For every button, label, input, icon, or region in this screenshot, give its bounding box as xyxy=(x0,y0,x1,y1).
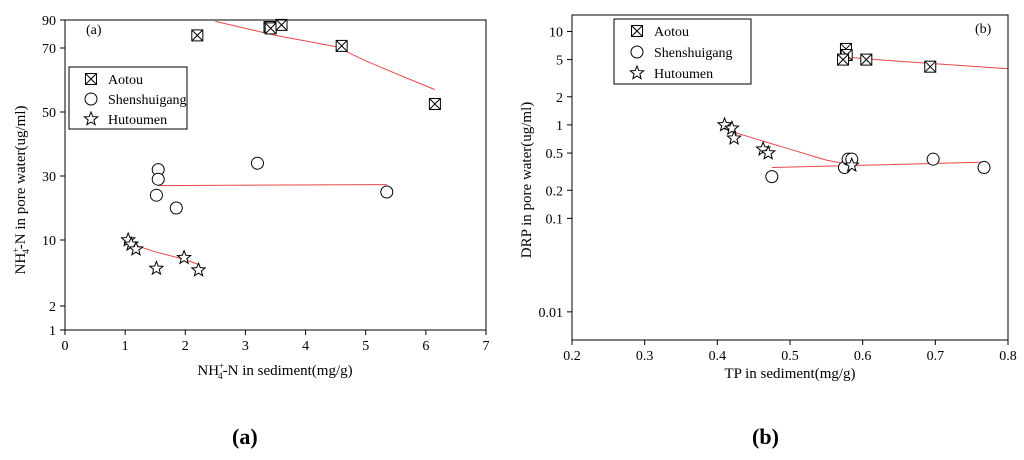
panel-a-point-shenshuigang xyxy=(250,156,264,170)
panel-b-y-tick-label: 5 xyxy=(556,54,563,69)
panel-a-x-axis-label: NH+ 4-N in sediment(mg/g) xyxy=(197,361,352,381)
panel-a-x-tick-label: 3 xyxy=(242,339,249,354)
panel-b-point-shenshuigang xyxy=(926,152,940,166)
panel-b-legend-marker-hutoumen xyxy=(629,64,645,80)
panel-a-y-tick-label: 50 xyxy=(42,106,56,121)
panel-a-x-tick-label: 2 xyxy=(182,339,189,354)
panel-a-x-tick-label: 4 xyxy=(302,339,309,354)
panel-b-x-tick-label: 0.6 xyxy=(854,349,872,364)
panel-b-caption-letter: b xyxy=(759,424,772,449)
panel-b-point-hutoumen xyxy=(760,144,777,160)
panel-b-y-axis-label: DRP in pore water(ug/ml) xyxy=(519,102,535,259)
panel-b-y-tick-label: 0.5 xyxy=(546,147,564,162)
panel-b-chart: 0.2 0.3 0.4 0.5 0.6 0.7 0.80.010.10.20.512510 … xyxy=(519,14,1017,382)
panel-b-x-tick-label: 0.4 xyxy=(709,349,727,364)
panel-b-point-aotou xyxy=(860,53,873,66)
panel-b-fit-line-hutoumen xyxy=(724,128,852,166)
panel-a-point-shenshuigang xyxy=(169,201,183,215)
panel-b-point-aotou xyxy=(924,60,937,73)
panel-a-point-shenshuigang xyxy=(151,172,165,186)
panel-a-legend-label: Hutoumen xyxy=(108,113,167,128)
panel-a-y-tick-label: 30 xyxy=(42,170,56,185)
panel-b-x-tick-label: 0.5 xyxy=(781,349,799,364)
panel-a-label: (a) xyxy=(86,23,102,38)
panel-b-point-hutoumen xyxy=(723,119,740,136)
panel-b-caption: (b) xyxy=(752,424,779,449)
panel-a-x-tick-label: 0 xyxy=(62,339,69,354)
panel-a-y-tick-label: 70 xyxy=(42,42,56,57)
panel-b-legend-marker-aotou xyxy=(631,25,643,37)
panel-b-y-tick-label: 1 xyxy=(556,119,563,134)
panel-a-x-tick-label: 7 xyxy=(483,339,490,354)
panel-b-x-tick-label: 0.7 xyxy=(927,349,945,364)
panel-a-legend-marker-aotou xyxy=(85,73,97,85)
panel-a-y-tick-label: 2 xyxy=(49,300,56,315)
panel-a-x-tick-label: 1 xyxy=(122,339,129,354)
panel-b-y-tick-label: 0.1 xyxy=(546,212,564,227)
panel-a-point-aotou xyxy=(335,39,348,52)
panel-a-caption-letter: a xyxy=(239,424,251,449)
panel-a-point-aotou xyxy=(264,22,277,35)
panel-a-legend-label: Shenshuigang xyxy=(108,93,187,108)
panel-a-y-tick-label: 90 xyxy=(42,14,56,29)
panel-b-y-tick-label: 0.01 xyxy=(539,306,564,321)
panel-a-x-tick-label: 5 xyxy=(362,339,369,354)
panel-b-y-tick-label: 10 xyxy=(549,25,563,40)
panel-b-point-hutoumen xyxy=(843,156,860,173)
panel-a-point-hutoumen xyxy=(148,260,165,276)
panel-b-point-aotou xyxy=(837,53,850,66)
panel-b-y-tick-label: 2 xyxy=(556,91,563,106)
panel-a-point-hutoumen xyxy=(176,249,193,265)
panel-b-legend-marker-shenshuigang xyxy=(630,45,644,59)
panel-b-legend-label: Aotou xyxy=(654,25,689,40)
panel-b-x-tick-label: 0.8 xyxy=(999,349,1017,364)
panel-a-caption: (a) xyxy=(232,424,258,449)
panel-a-legend-marker-hutoumen xyxy=(83,110,99,126)
panel-a-legend-label: Aotou xyxy=(108,73,143,88)
panel-a-plot-frame xyxy=(64,19,487,331)
panel-b-legend-label: Shenshuigang xyxy=(654,46,733,61)
panel-b-point-hutoumen xyxy=(726,129,743,146)
panel-b-x-tick-label: 0.2 xyxy=(563,349,581,364)
panel-a-y-tick-label: 10 xyxy=(42,234,56,249)
panel-b-legend-label: Hutoumen xyxy=(654,67,713,82)
panel-a-point-aotou xyxy=(275,18,288,31)
panel-b-x-tick-label: 0.3 xyxy=(636,349,654,364)
panel-a-point-hutoumen xyxy=(127,240,144,256)
panel-a-y-tick-label: 1 xyxy=(49,324,56,339)
panel-b-label: (b) xyxy=(975,22,992,37)
panel-b-point-shenshuigang xyxy=(765,170,779,184)
panel-a-fit-line-aotou xyxy=(215,20,436,91)
panel-a-legend-marker-shenshuigang xyxy=(84,92,98,106)
panel-a-point-hutoumen xyxy=(190,261,207,277)
panel-a-y-axis-label: NH+4-N in pore water(ug/ml) xyxy=(11,106,31,275)
panel-b-point-shenshuigang xyxy=(977,161,991,175)
panel-a-x-tick-label: 6 xyxy=(422,339,429,354)
panel-b-point-hutoumen xyxy=(716,116,733,132)
panel-b-y-tick-label: 0.2 xyxy=(546,184,564,199)
panel-a-point-aotou xyxy=(428,98,441,110)
panel-b-plot-frame xyxy=(571,14,1009,341)
panel-b-fit-line-shenshuigang xyxy=(771,161,985,168)
panel-a-point-aotou xyxy=(191,29,204,42)
panel-a-point-shenshuigang xyxy=(149,188,163,202)
panel-a-point-shenshuigang xyxy=(380,185,394,199)
panel-a-fit-line-shenshuigang xyxy=(158,184,387,187)
panel-b-x-axis-label: TP in sediment(mg/g) xyxy=(724,366,855,382)
